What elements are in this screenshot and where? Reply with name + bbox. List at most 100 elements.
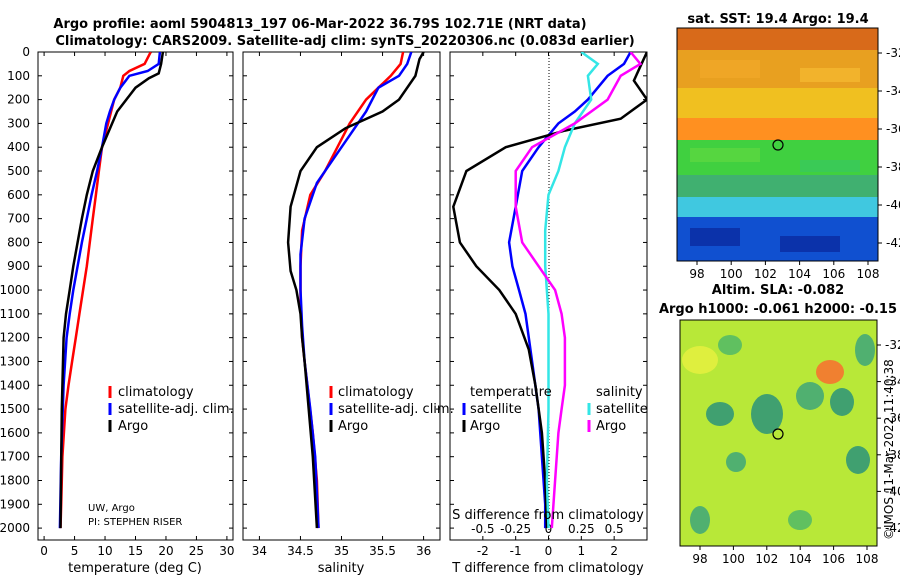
profile-line-satellite-adj-clim- — [58, 52, 162, 529]
depth-tick-label: 1000 — [0, 283, 30, 297]
legend-header-temperature: temperature — [470, 385, 552, 400]
map-lat-label: -34 — [885, 375, 900, 389]
map-lat-label: -42 — [885, 521, 900, 535]
depth-tick-label: 800 — [7, 235, 30, 249]
map-lon-label: 106 — [822, 552, 845, 566]
x-tick-label: 0 — [40, 544, 48, 558]
sla-low-blob — [830, 388, 854, 416]
sla-low-blob — [726, 452, 746, 472]
sla-high-blob — [816, 360, 844, 384]
legend-label-climatology: climatology — [118, 385, 194, 400]
sst-band-hottest — [677, 28, 878, 50]
map-lon-label: 98 — [692, 552, 707, 566]
sla-low-blob — [796, 382, 824, 410]
depth-tick-label: 100 — [7, 69, 30, 83]
map-lon-label: 102 — [755, 552, 778, 566]
depth-tick-label: 1500 — [0, 402, 30, 416]
map-lat-label: -38 — [885, 448, 900, 462]
x-tick-label: 30 — [219, 544, 234, 558]
depth-tick-label: 1600 — [0, 426, 30, 440]
difference-xlabel: T difference from climatology — [451, 561, 644, 576]
depth-tick-label: 300 — [7, 116, 30, 130]
depth-axis: 0 100 200 300 400 500 600 700 800 900 1000 1100 1200… — [0, 45, 647, 535]
s-diff-tick-label: 0 — [545, 522, 553, 536]
map-lon-label: 104 — [789, 552, 812, 566]
sla-map-title-line2: Argo h1000: -0.061 h2000: -0.15 — [659, 302, 897, 317]
temperature-legend: climatology satellite-adj. clim. Argo — [108, 385, 234, 434]
map-lon-label: 106 — [822, 267, 845, 281]
figure-title-line1: Argo profile: aoml 5904813_197 06-Mar-20… — [53, 17, 586, 32]
x-tick-label: 34 — [252, 544, 267, 558]
sst-map-axes: 98 100 102 104 106 108 -32 -34 -36 -38 -40 -42 — [689, 46, 900, 281]
map-lat-label: -34 — [886, 84, 900, 98]
s-diff-tick-label: 0.5 — [605, 522, 624, 536]
sst-argo-location-marker — [772, 139, 784, 151]
x-tick-label: -1 — [510, 544, 522, 558]
depth-tick-label: 1300 — [0, 354, 30, 368]
x-tick-label: 10 — [97, 544, 112, 558]
sst-patch — [690, 228, 740, 246]
depth-tick-label: 700 — [7, 212, 30, 226]
legend-label-argo: Argo — [118, 419, 148, 434]
profile-line-t-satellite — [507, 52, 632, 529]
map-lon-label: 108 — [857, 267, 880, 281]
depth-tick-label: 900 — [7, 259, 30, 273]
profile-line-s-satellite — [543, 52, 600, 529]
x-tick-label: 0 — [545, 544, 553, 558]
depth-tick-label: 1800 — [0, 473, 30, 487]
profile-curves — [58, 52, 647, 529]
sla-low-blob — [855, 334, 875, 366]
x-tick-label: 20 — [158, 544, 173, 558]
depth-tick-label: 1200 — [0, 331, 30, 345]
x-tick-label: 34.5 — [287, 544, 314, 558]
map-lon-label: 104 — [788, 267, 811, 281]
legend-label-s-satellite: satellite — [596, 402, 648, 417]
sla-map-axes: 98 100 102 104 106 108 -32 -34 -36 -38 -40 -42 — [692, 338, 900, 566]
x-tick-label: 35.5 — [369, 544, 396, 558]
difference-xlabel-top: S difference from climatology — [452, 508, 644, 523]
sla-map — [679, 319, 878, 547]
sst-map-title: sat. SST: 19.4 Argo: 19.4 — [687, 12, 868, 27]
depth-tick-label: 1700 — [0, 450, 30, 464]
x-tick-label: 2 — [610, 544, 618, 558]
sst-band-teal — [677, 175, 878, 197]
x-tick-label: 25 — [189, 544, 204, 558]
sla-low-blob — [718, 335, 742, 355]
map-lat-label: -40 — [886, 198, 900, 212]
depth-tick-label: 1900 — [0, 497, 30, 511]
map-lat-label: -42 — [886, 236, 900, 250]
sla-map-frame — [679, 319, 878, 547]
x-tick-label: 15 — [128, 544, 143, 558]
profile-line-argo — [59, 52, 165, 529]
profile-line-s-argo — [514, 52, 643, 529]
sla-high-blob — [682, 346, 718, 374]
depth-tick-label: 200 — [7, 93, 30, 107]
sla-map-title-line1: Altim. SLA: -0.082 — [712, 283, 844, 298]
sst-patch — [780, 236, 840, 252]
depth-tick-label: 400 — [7, 140, 30, 154]
sst-patch — [800, 160, 860, 172]
s-diff-tick-label: 0.25 — [568, 522, 595, 536]
sst-band-yellow — [677, 88, 878, 118]
map-lat-label: -38 — [886, 160, 900, 174]
depth-tick-label: 600 — [7, 188, 30, 202]
legend-label-s-argo: Argo — [596, 419, 626, 434]
map-lon-label: 100 — [720, 267, 743, 281]
x-tick-label: 1 — [578, 544, 586, 558]
sla-low-blob — [751, 394, 783, 434]
imos-timestamp: ©IMOS 11-Mar-2022 11:40:38 — [882, 359, 896, 540]
x-tick-label: 5 — [71, 544, 79, 558]
credit-line2: PI: STEPHEN RISER — [88, 517, 182, 528]
profile-line-argo — [286, 52, 425, 529]
depth-tick-label: 1400 — [0, 378, 30, 392]
x-tick-label: -2 — [477, 544, 489, 558]
sst-band-orange — [677, 118, 878, 140]
temperature-xlabel: temperature (deg C) — [68, 561, 202, 576]
legend-header-salinity: salinity — [596, 385, 643, 400]
salinity-xlabel: salinity — [318, 561, 365, 576]
legend-label-t-satellite: satellite — [470, 402, 522, 417]
figure-title-line2: Climatology: CARS2009. Satellite-adj cli… — [55, 34, 634, 49]
legend-label-climatology: climatology — [338, 385, 414, 400]
sla-low-blob — [846, 446, 870, 474]
